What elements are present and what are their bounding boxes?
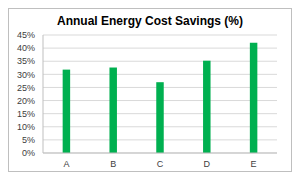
- svg-text:10%: 10%: [17, 122, 35, 132]
- svg-text:D: D: [204, 159, 211, 169]
- svg-text:40%: 40%: [17, 43, 35, 53]
- svg-text:C: C: [157, 159, 164, 169]
- svg-text:5%: 5%: [22, 135, 35, 145]
- svg-text:0%: 0%: [22, 148, 35, 158]
- svg-text:35%: 35%: [17, 56, 35, 66]
- svg-text:45%: 45%: [17, 31, 35, 40]
- svg-text:A: A: [63, 159, 69, 169]
- svg-text:30%: 30%: [17, 70, 35, 80]
- svg-text:B: B: [110, 159, 116, 169]
- svg-text:20%: 20%: [17, 96, 35, 106]
- svg-text:E: E: [251, 159, 257, 169]
- html-text:Annual Energy Cost Savings (%): Annual Energy Cost Savings (%): [57, 14, 243, 28]
- svg-text:15%: 15%: [17, 109, 35, 119]
- svg-text:25%: 25%: [17, 83, 35, 93]
